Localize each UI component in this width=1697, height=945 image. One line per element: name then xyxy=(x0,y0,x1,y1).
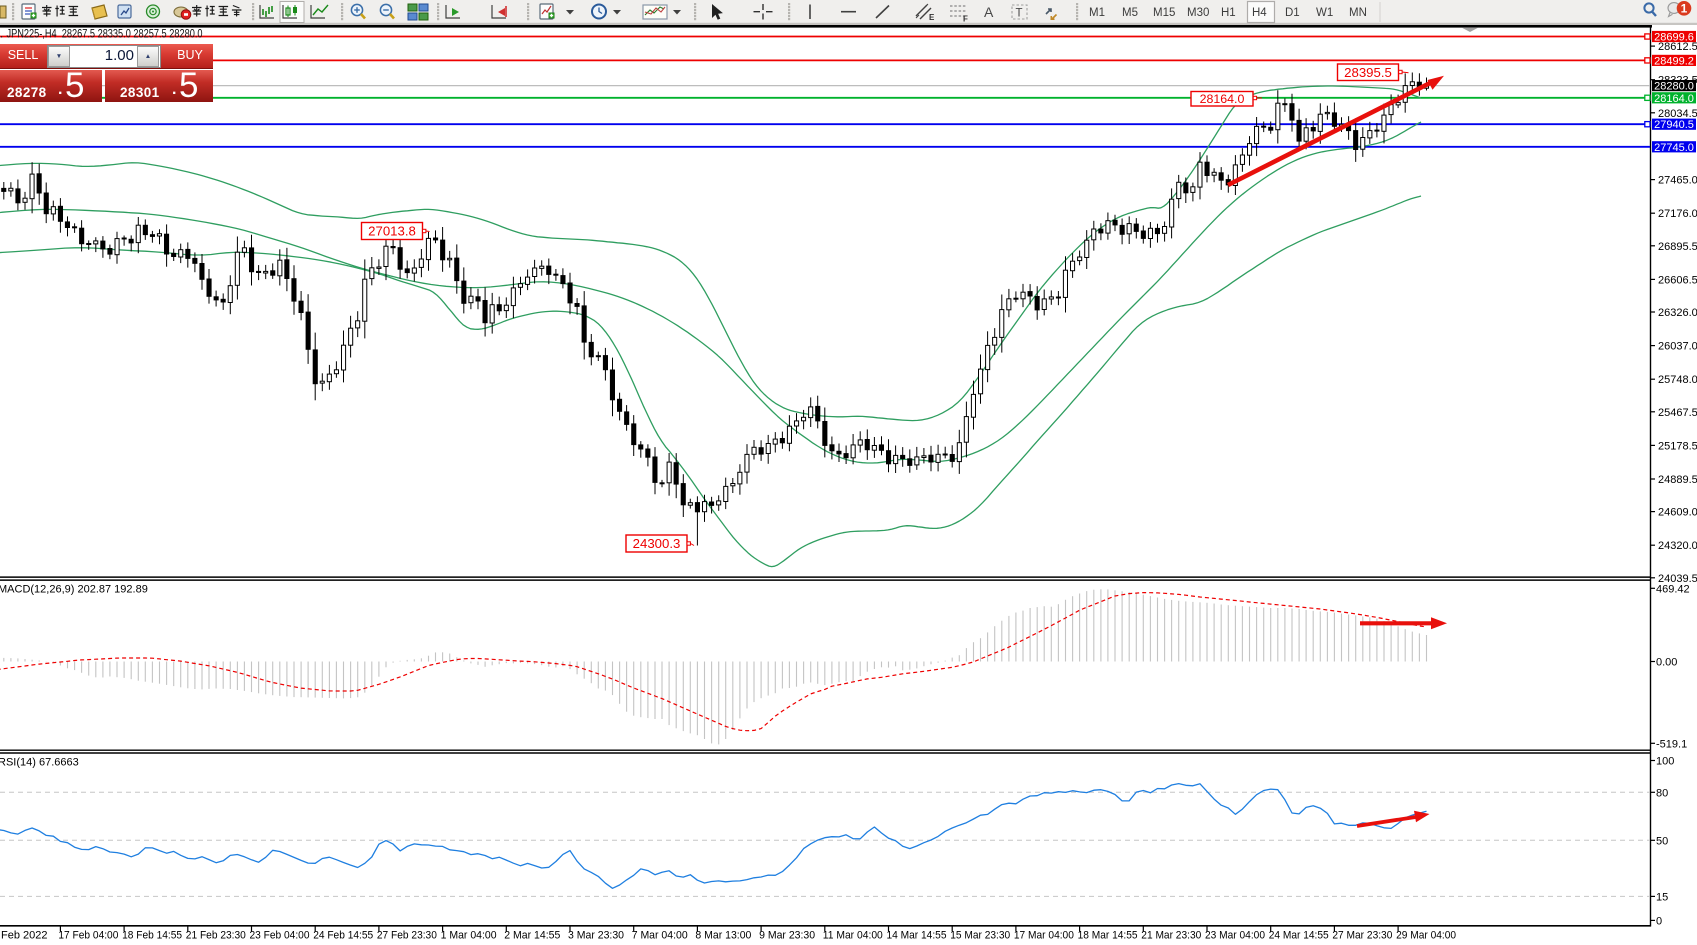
svg-text:24889.5: 24889.5 xyxy=(1658,474,1697,486)
svg-text:T: T xyxy=(1016,8,1023,20)
svg-text:11 Mar 04:00: 11 Mar 04:00 xyxy=(823,930,883,942)
svg-text:MACD(12,26,9) 202.87 192.89: MACD(12,26,9) 202.87 192.89 xyxy=(0,584,148,596)
svg-text:21 Mar 23:30: 21 Mar 23:30 xyxy=(1141,930,1201,942)
svg-text:28612.5: 28612.5 xyxy=(1658,41,1697,53)
svg-text:H1: H1 xyxy=(1221,7,1236,19)
svg-text:23 Mar 04:00: 23 Mar 04:00 xyxy=(1205,930,1265,942)
svg-text:24300.3: 24300.3 xyxy=(633,536,681,551)
svg-text:MN: MN xyxy=(1349,7,1367,19)
svg-text:27 Feb 23:30: 27 Feb 23:30 xyxy=(377,930,437,942)
svg-text:29 Mar 04:00: 29 Mar 04:00 xyxy=(1396,930,1456,942)
svg-text:26606.5: 26606.5 xyxy=(1658,274,1697,286)
svg-text:M5: M5 xyxy=(1122,7,1138,19)
svg-text:JPN225-,H4 28267.5 28335.0 28: JPN225-,H4 28267.5 28335.0 28257.5 28280… xyxy=(7,29,203,41)
svg-text:Feb 2022: Feb 2022 xyxy=(1,930,47,942)
svg-text:28699.6: 28699.6 xyxy=(1654,32,1694,44)
svg-text:28499.2: 28499.2 xyxy=(1654,55,1694,67)
svg-text:0.00: 0.00 xyxy=(1656,657,1677,669)
svg-text:RSI(14) 67.6663: RSI(14) 67.6663 xyxy=(0,757,79,769)
svg-text:28164.0: 28164.0 xyxy=(1654,93,1694,105)
svg-text:F: F xyxy=(963,15,968,24)
svg-text:28280.0: 28280.0 xyxy=(1654,81,1694,93)
svg-text:-519.1: -519.1 xyxy=(1656,738,1687,750)
svg-text:28164.0: 28164.0 xyxy=(1200,92,1245,106)
svg-text:15 Mar 23:30: 15 Mar 23:30 xyxy=(950,930,1010,942)
svg-text:26037.0: 26037.0 xyxy=(1658,341,1697,353)
svg-text:D1: D1 xyxy=(1285,7,1300,19)
svg-text:100: 100 xyxy=(1656,756,1674,768)
svg-text:M1: M1 xyxy=(1089,7,1105,19)
svg-text:28395.5: 28395.5 xyxy=(1344,65,1392,80)
svg-text:27745.0: 27745.0 xyxy=(1654,142,1694,154)
svg-text:27 Mar 23:30: 27 Mar 23:30 xyxy=(1332,930,1392,942)
svg-text:17 Mar 04:00: 17 Mar 04:00 xyxy=(1014,930,1074,942)
svg-text:14 Mar 14:55: 14 Mar 14:55 xyxy=(887,930,947,942)
svg-text:W1: W1 xyxy=(1316,7,1333,19)
svg-text:2 Mar 14:55: 2 Mar 14:55 xyxy=(504,930,560,942)
svg-text:24 Feb 14:55: 24 Feb 14:55 xyxy=(313,930,373,942)
svg-text:17 Feb 04:00: 17 Feb 04:00 xyxy=(58,930,118,942)
svg-text:27013.8: 27013.8 xyxy=(368,224,416,239)
svg-text:H4: H4 xyxy=(1252,7,1267,19)
svg-text:1 Mar 04:00: 1 Mar 04:00 xyxy=(441,930,497,942)
svg-text:24039.5: 24039.5 xyxy=(1658,573,1697,585)
svg-text:25467.5: 25467.5 xyxy=(1658,407,1697,419)
svg-text:25748.0: 25748.0 xyxy=(1658,374,1697,386)
svg-text:23 Feb 04:00: 23 Feb 04:00 xyxy=(250,930,310,942)
svg-text:.: . xyxy=(0,29,3,41)
svg-text:50: 50 xyxy=(1656,835,1668,847)
svg-text:80: 80 xyxy=(1656,787,1668,799)
svg-text:18 Feb 14:55: 18 Feb 14:55 xyxy=(122,930,182,942)
svg-text:7 Mar 04:00: 7 Mar 04:00 xyxy=(632,930,688,942)
svg-text:27940.5: 27940.5 xyxy=(1654,119,1694,131)
svg-text:469.42: 469.42 xyxy=(1656,583,1690,595)
svg-text:24320.0: 24320.0 xyxy=(1658,540,1697,552)
svg-text:24609.0: 24609.0 xyxy=(1658,507,1697,519)
svg-text:27465.0: 27465.0 xyxy=(1658,175,1697,187)
svg-text:24 Mar 14:55: 24 Mar 14:55 xyxy=(1269,930,1329,942)
svg-text:M15: M15 xyxy=(1153,7,1175,19)
svg-text:28034.5: 28034.5 xyxy=(1658,108,1697,120)
svg-text:1: 1 xyxy=(1681,2,1688,16)
svg-text:M30: M30 xyxy=(1187,7,1209,19)
svg-text:3 Mar 23:30: 3 Mar 23:30 xyxy=(568,930,624,942)
svg-text:26326.0: 26326.0 xyxy=(1658,307,1697,319)
svg-text:26895.5: 26895.5 xyxy=(1658,241,1697,253)
svg-text:9 Mar 23:30: 9 Mar 23:30 xyxy=(759,930,815,942)
svg-text:0: 0 xyxy=(1656,915,1662,927)
svg-text:27176.0: 27176.0 xyxy=(1658,208,1697,220)
svg-text:E: E xyxy=(929,13,935,22)
svg-text:18 Mar 14:55: 18 Mar 14:55 xyxy=(1078,930,1138,942)
svg-text:A: A xyxy=(984,4,994,20)
svg-text:8 Mar 13:00: 8 Mar 13:00 xyxy=(695,930,751,942)
svg-text:21 Feb 23:30: 21 Feb 23:30 xyxy=(186,930,246,942)
svg-text:25178.5: 25178.5 xyxy=(1658,440,1697,452)
svg-text:15: 15 xyxy=(1656,891,1668,903)
